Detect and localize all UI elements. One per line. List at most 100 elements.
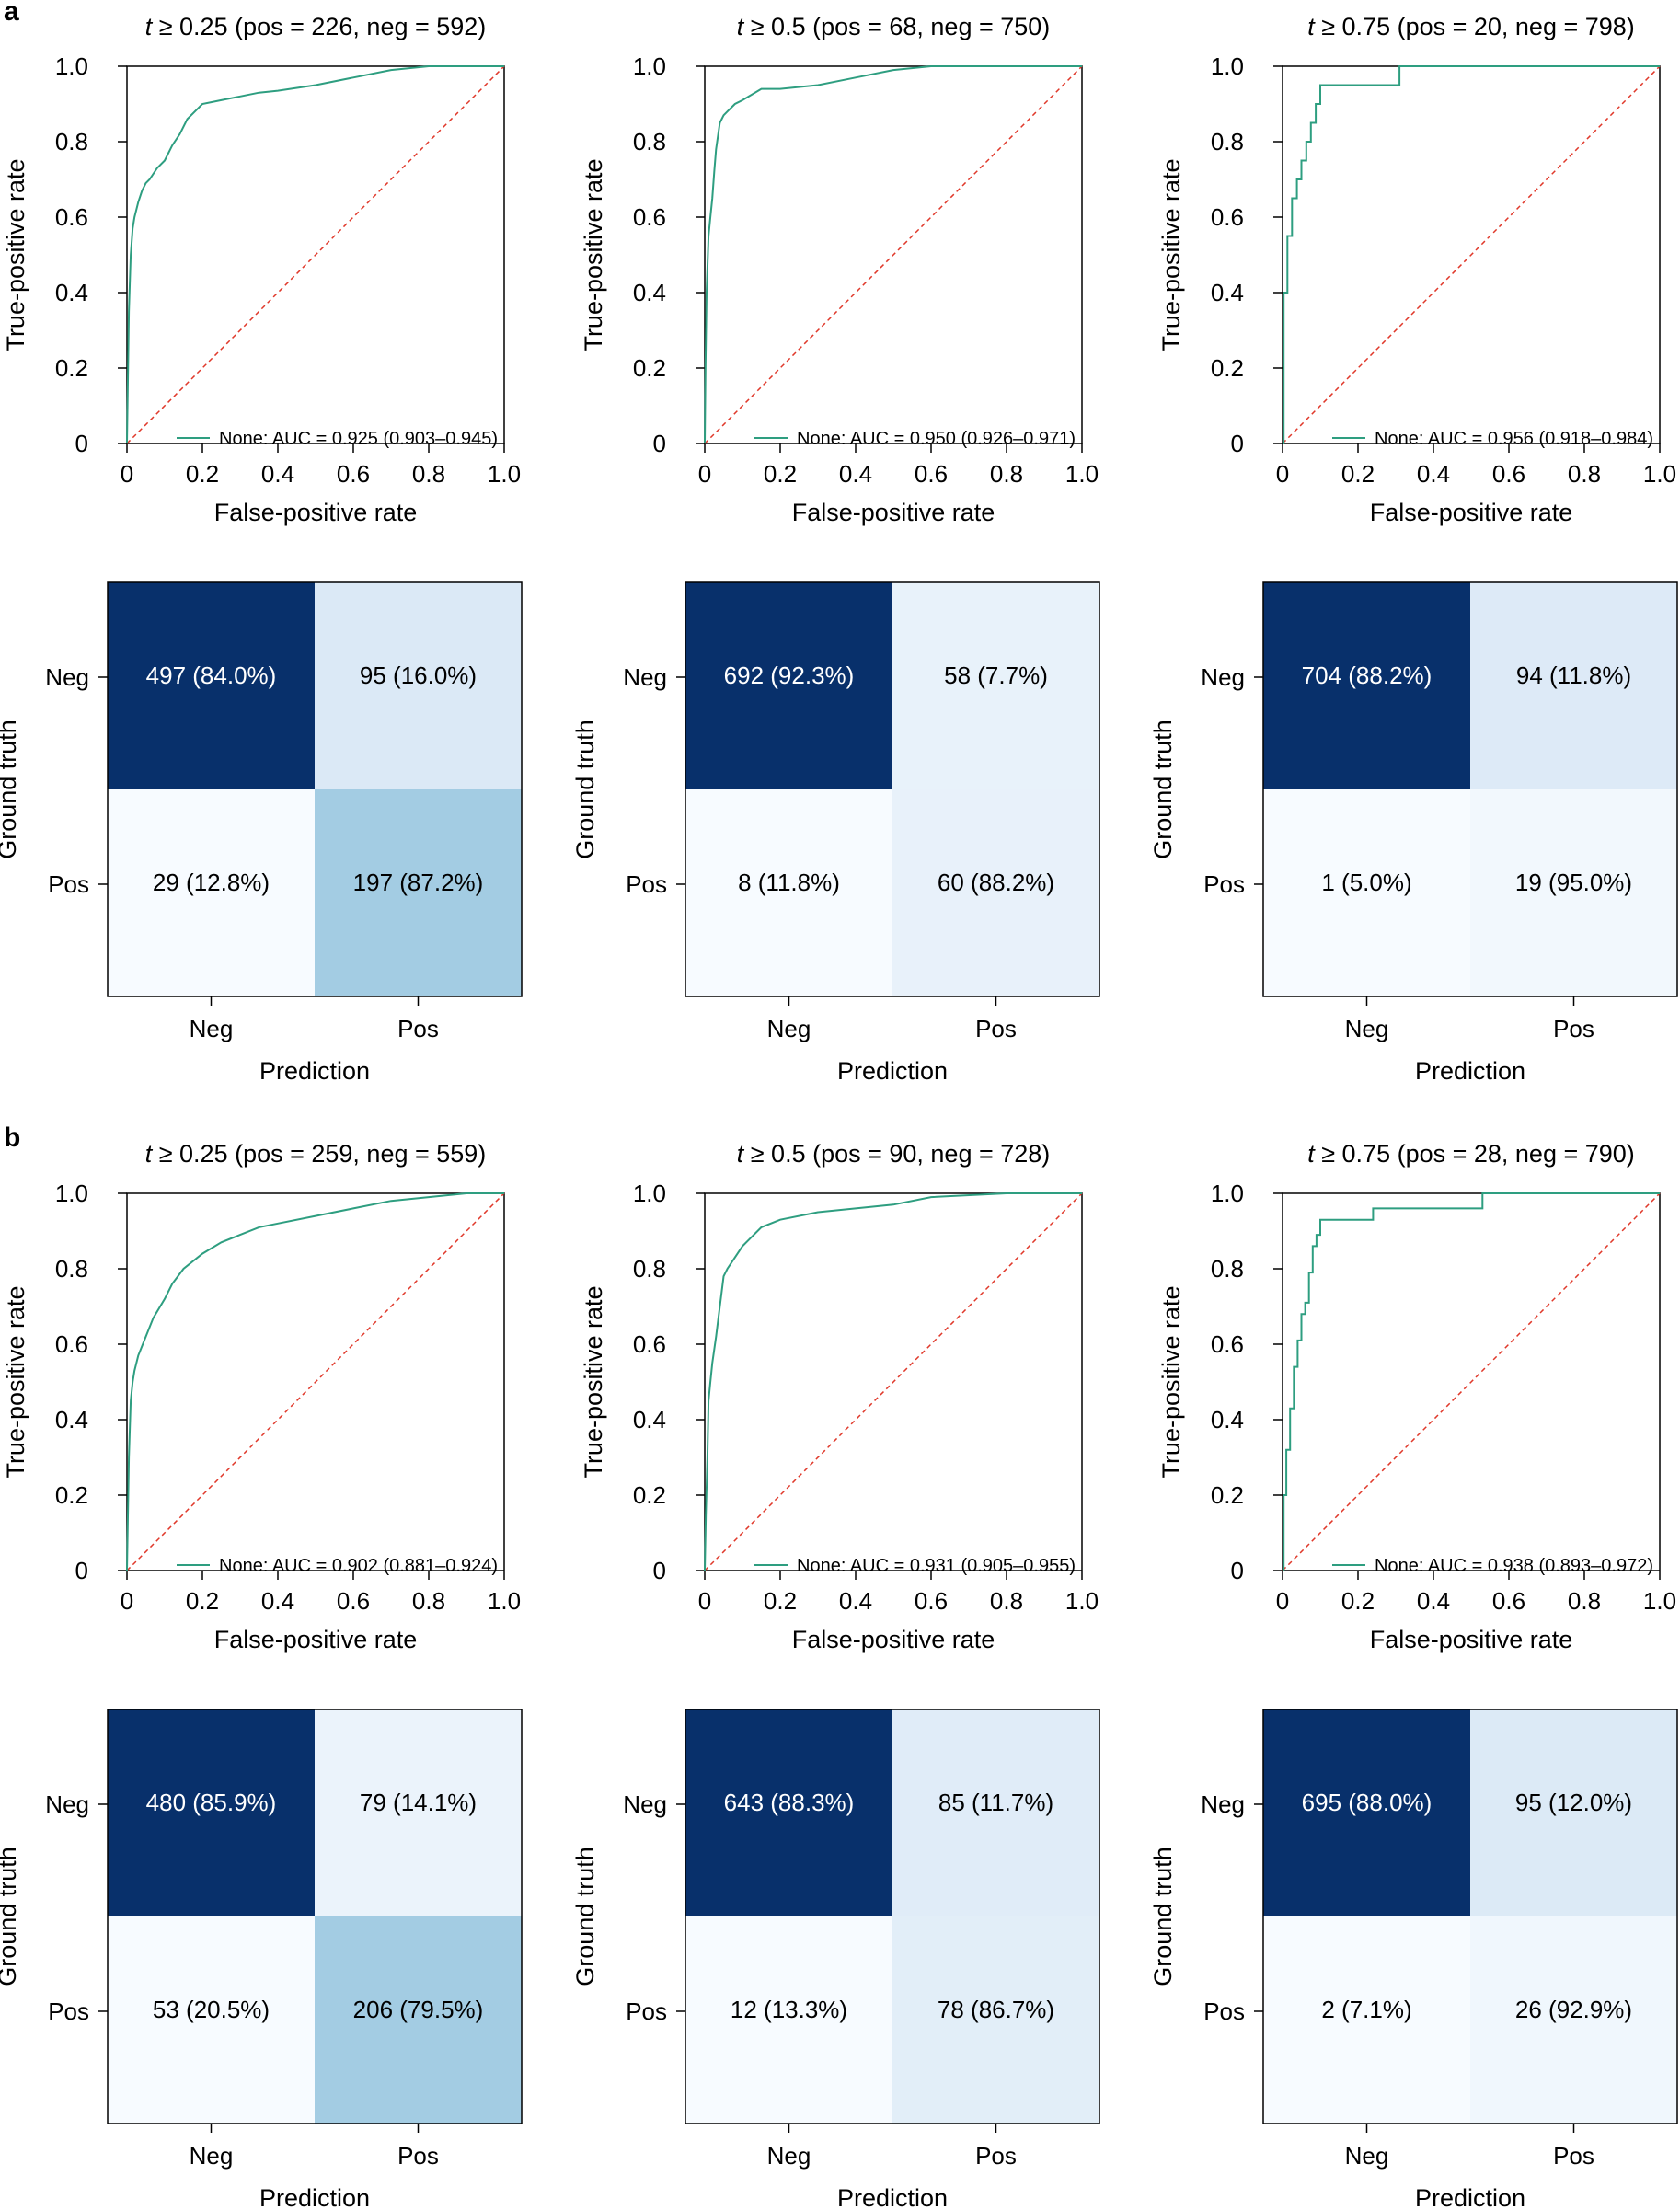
roc-title-text: ≥ 0.75 (pos = 20, neg = 798) bbox=[1315, 13, 1635, 40]
legend-label: None: AUC = 0.902 (0.881–0.924) bbox=[219, 1556, 498, 1576]
x-tick-label: 0.4 bbox=[839, 460, 872, 488]
matrix-cell-label: 94 (11.8%) bbox=[1516, 662, 1631, 689]
y-tick-label: 0.4 bbox=[1211, 1406, 1244, 1433]
matrix-cell-label: 197 (87.2%) bbox=[353, 869, 484, 896]
roc-title-variable: t bbox=[737, 1140, 745, 1168]
x-axis-title: Prediction bbox=[259, 2184, 370, 2210]
legend-label: None: AUC = 0.956 (0.918–0.984) bbox=[1375, 429, 1653, 449]
matrix-cell bbox=[315, 789, 522, 996]
y-tick-label: 1.0 bbox=[1211, 52, 1244, 80]
y-tick-label: 1.0 bbox=[1211, 1180, 1244, 1207]
x-tick-label: 0 bbox=[698, 1587, 711, 1615]
y-tick-label: 0.2 bbox=[633, 354, 666, 382]
x-axis-title: Prediction bbox=[1415, 1057, 1525, 1085]
roc-curve-line bbox=[704, 65, 1082, 444]
roc-title-variable: t bbox=[145, 13, 154, 40]
y-tick-label: 0.8 bbox=[1211, 128, 1244, 155]
matrix-cell-label: 704 (88.2%) bbox=[1302, 662, 1433, 689]
x-category-label: Pos bbox=[975, 2142, 1017, 2170]
y-axis-title: Ground truth bbox=[1149, 719, 1177, 859]
y-axis-title: Ground truth bbox=[0, 719, 21, 859]
x-tick-label: 0.4 bbox=[1417, 1587, 1450, 1615]
x-tick-label: 0.8 bbox=[990, 460, 1023, 488]
roc-curve-line bbox=[126, 1192, 504, 1571]
x-category-label: Neg bbox=[1345, 1015, 1389, 1042]
chance-diagonal-line bbox=[1282, 65, 1661, 444]
y-axis-title: Ground truth bbox=[1149, 1847, 1177, 1986]
matrix-cell bbox=[892, 1916, 1099, 2124]
y-tick-label: 0.2 bbox=[633, 1481, 666, 1509]
matrix-cell-label: 695 (88.0%) bbox=[1302, 1789, 1433, 1816]
x-axis-title: False-positive rate bbox=[214, 1626, 418, 1653]
x-category-label: Neg bbox=[1345, 2142, 1389, 2170]
roc-title-text: ≥ 0.75 (pos = 28, neg = 790) bbox=[1315, 1140, 1635, 1168]
x-tick-label: 0.6 bbox=[1492, 460, 1525, 488]
roc-title-text: ≥ 0.25 (pos = 226, neg = 592) bbox=[152, 13, 486, 40]
y-tick-label: 0.4 bbox=[55, 1406, 88, 1433]
matrix-cell bbox=[1470, 789, 1677, 996]
roc-title: t ≥ 0.75 (pos = 28, neg = 790) bbox=[1307, 1140, 1635, 1168]
plot-frame bbox=[1282, 1192, 1661, 1571]
x-tick-label: 1.0 bbox=[488, 460, 521, 488]
matrix-cell bbox=[1470, 1916, 1677, 2124]
y-tick-label: 0.6 bbox=[55, 1330, 88, 1358]
roc-title-variable: t bbox=[737, 13, 745, 40]
matrix-cell-label: 95 (16.0%) bbox=[360, 662, 477, 689]
y-category-label: Pos bbox=[626, 1997, 667, 2025]
y-category-label: Pos bbox=[1203, 870, 1245, 898]
panel-label-b: b bbox=[4, 1122, 20, 1153]
roc-chart-6: t ≥ 0.25 (pos = 259, neg = 559) 0 0.2 0.4 0.… bbox=[2, 1140, 521, 1653]
matrix-cell bbox=[108, 582, 315, 789]
x-tick-label: 1.0 bbox=[1643, 460, 1676, 488]
matrix-cell-label: 58 (7.7%) bbox=[944, 662, 1048, 689]
x-category-label: Neg bbox=[190, 1015, 234, 1042]
roc-title-text: ≥ 0.25 (pos = 259, neg = 559) bbox=[152, 1140, 486, 1168]
x-tick-label: 0.6 bbox=[337, 1587, 370, 1615]
y-axis-title: True-positive rate bbox=[2, 1285, 29, 1478]
roc-title-variable: t bbox=[145, 1140, 154, 1168]
legend-label: None: AUC = 0.931 (0.905–0.955) bbox=[797, 1556, 1076, 1576]
matrix-cell-label: 60 (88.2%) bbox=[938, 869, 1054, 896]
x-tick-label: 0.8 bbox=[412, 1587, 445, 1615]
y-axis-title: True-positive rate bbox=[1157, 158, 1185, 351]
y-tick-label: 0 bbox=[653, 1557, 666, 1584]
x-category-label: Neg bbox=[190, 2142, 234, 2170]
roc-title-text: ≥ 0.5 (pos = 68, neg = 750) bbox=[743, 13, 1050, 40]
x-tick-label: 0 bbox=[1276, 460, 1289, 488]
y-axis-title: True-positive rate bbox=[580, 1285, 607, 1478]
matrix-cell bbox=[892, 1709, 1099, 1916]
y-tick-label: 0.4 bbox=[633, 279, 666, 306]
x-tick-label: 0.8 bbox=[1568, 460, 1601, 488]
roc-title: t ≥ 0.5 (pos = 90, neg = 728) bbox=[737, 1140, 1051, 1168]
matrix-cell-label: 85 (11.7%) bbox=[938, 1789, 1053, 1816]
confusion-matrix-4: 692 (92.3%) 58 (7.7%) 8 (11.8%) 60 (88.2%) N… bbox=[571, 581, 1100, 1085]
matrix-cell-label: 643 (88.3%) bbox=[724, 1789, 855, 1816]
x-tick-label: 0 bbox=[121, 460, 133, 488]
x-category-label: Pos bbox=[397, 1015, 439, 1042]
roc-title: t ≥ 0.5 (pos = 68, neg = 750) bbox=[737, 13, 1051, 40]
roc-title: t ≥ 0.25 (pos = 226, neg = 592) bbox=[145, 13, 487, 40]
matrix-cell bbox=[685, 1916, 892, 2124]
x-axis-title: False-positive rate bbox=[792, 1626, 995, 1653]
matrix-cell bbox=[1263, 582, 1470, 789]
x-tick-label: 0.2 bbox=[1341, 460, 1375, 488]
y-category-label: Pos bbox=[48, 870, 89, 898]
y-category-label: Neg bbox=[1201, 1790, 1245, 1818]
confusion-matrix-9: 480 (85.9%) 79 (14.1%) 53 (20.5%) 206 (79.5… bbox=[0, 1709, 523, 2210]
matrix-cell-label: 79 (14.1%) bbox=[360, 1789, 477, 1816]
matrix-cell bbox=[315, 582, 522, 789]
matrix-cell bbox=[108, 1709, 315, 1916]
matrix-cell-label: 206 (79.5%) bbox=[353, 1996, 484, 2023]
confusion-matrix-3: 497 (84.0%) 95 (16.0%) 29 (12.8%) 197 (87.2… bbox=[0, 581, 523, 1085]
x-category-label: Pos bbox=[975, 1015, 1017, 1042]
matrix-cell-label: 692 (92.3%) bbox=[724, 662, 855, 689]
x-tick-label: 0.8 bbox=[1568, 1587, 1601, 1615]
y-category-label: Pos bbox=[1203, 1997, 1245, 2025]
x-tick-label: 0.4 bbox=[261, 1587, 294, 1615]
chance-diagonal-line bbox=[704, 65, 1083, 444]
y-tick-label: 0 bbox=[653, 430, 666, 457]
matrix-cell-label: 95 (12.0%) bbox=[1515, 1789, 1632, 1816]
x-category-label: Neg bbox=[767, 1015, 811, 1042]
roc-curve-line bbox=[704, 1192, 1082, 1571]
matrix-cell bbox=[1263, 1916, 1470, 2124]
